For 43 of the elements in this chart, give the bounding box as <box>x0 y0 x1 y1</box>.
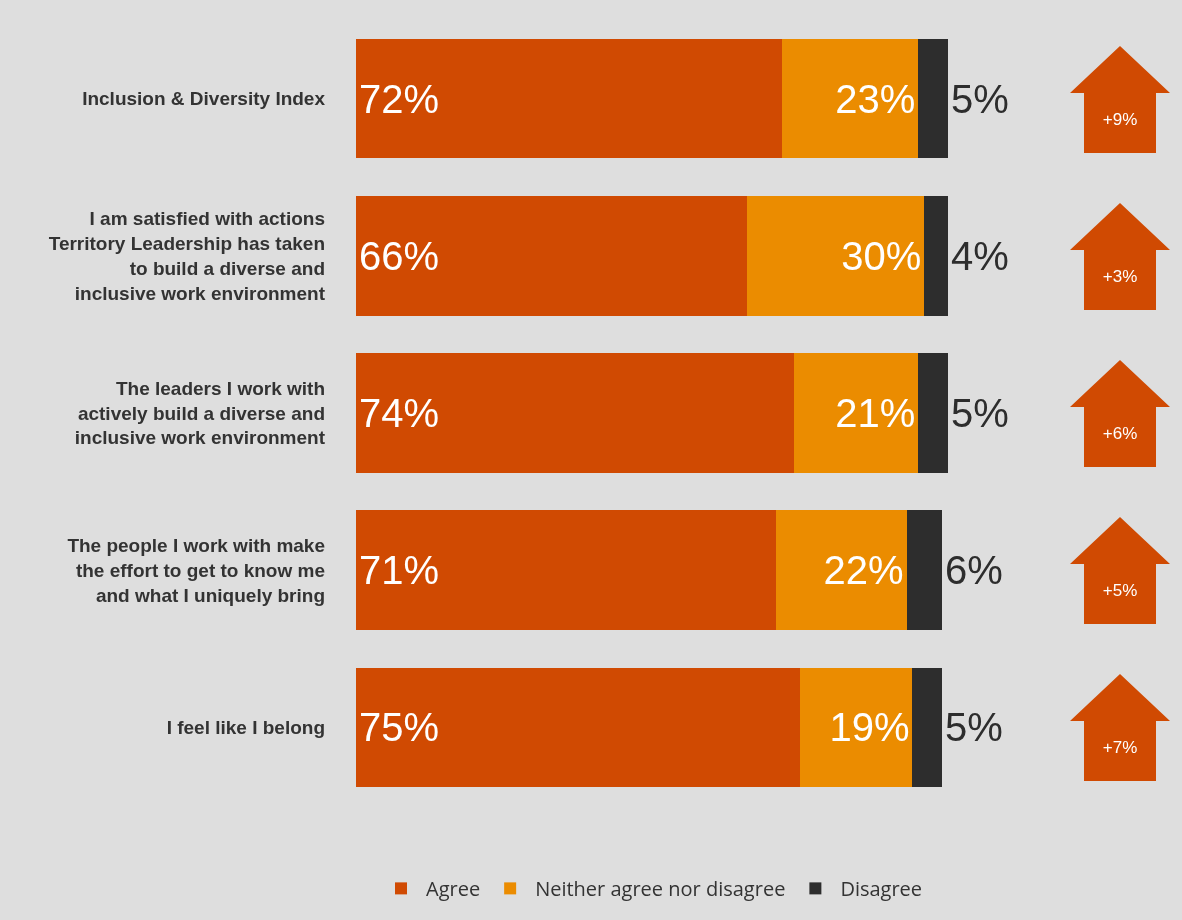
data-label: 5% <box>951 391 1009 435</box>
data-label: 5% <box>951 76 1009 121</box>
data-label: 74% <box>359 391 440 435</box>
data-label: 72% <box>359 76 440 121</box>
legend-label: Disagree <box>840 875 923 903</box>
data-label: 6% <box>945 548 1003 593</box>
data-label: 19% <box>829 705 910 750</box>
data-label: 71% <box>359 548 440 593</box>
bar <box>776 510 907 630</box>
bar <box>356 38 783 159</box>
data-label: 22% <box>823 548 904 593</box>
text: +3% <box>1101 266 1139 287</box>
y-tick-label: The leaders I work with actively build a diverse and inclusive work environment <box>74 377 326 449</box>
y-tick-label: The people I work with make the effort to get to know me and what I uniquely bring <box>67 535 325 606</box>
bar <box>794 353 919 473</box>
bar <box>918 353 948 473</box>
data-label: 5% <box>945 705 1003 750</box>
bar <box>356 667 800 788</box>
legend-label: Agree <box>426 875 481 903</box>
text: +9% <box>1101 109 1139 130</box>
text: +7% <box>1101 738 1139 759</box>
text: +6% <box>1101 424 1139 444</box>
data-label: 75% <box>359 705 440 750</box>
data-label: 66% <box>359 233 440 278</box>
bar <box>912 667 943 788</box>
data-label: 4% <box>951 233 1009 278</box>
bar <box>800 667 913 788</box>
y-tick-label: I am satisfied with actions Territory Leadership has taken to build a diverse and inclusive work environment <box>48 208 326 304</box>
bar <box>356 353 795 473</box>
bar <box>356 196 747 316</box>
y-tick-label: Inclusion & Diversity Index <box>82 88 326 110</box>
data-label: 23% <box>835 76 916 121</box>
bar <box>906 510 943 630</box>
bar <box>746 196 925 316</box>
text: +5% <box>1101 581 1139 602</box>
bar <box>918 38 948 159</box>
data-label: 30% <box>841 233 922 278</box>
legend-label: Neither agree nor disagree <box>535 875 786 903</box>
bar <box>782 38 919 159</box>
data-label: 21% <box>835 391 916 435</box>
y-tick-label: I feel like I belong <box>166 717 325 739</box>
bar <box>356 510 777 630</box>
bar <box>924 196 948 316</box>
